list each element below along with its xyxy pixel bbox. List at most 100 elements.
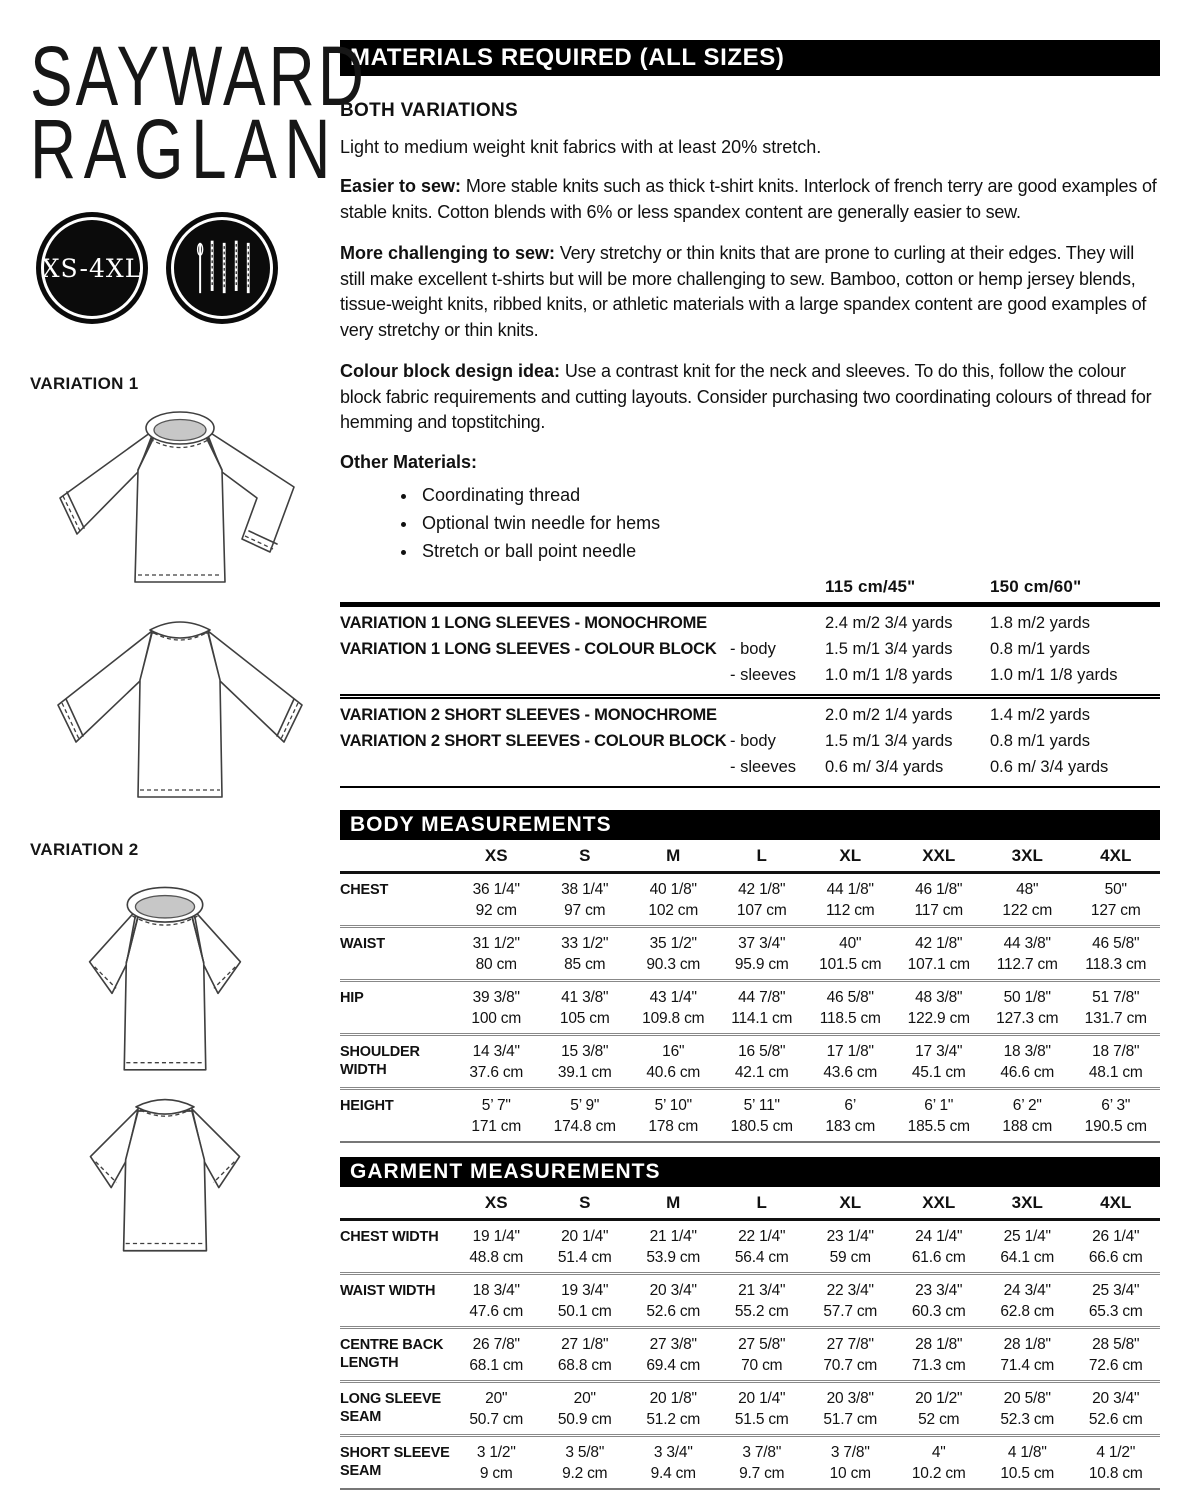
paragraph: More challenging to sew: Very stretchy o…	[340, 243, 1147, 340]
row-label: SHORT SLEEVE SEAM	[340, 1444, 450, 1479]
measure-cell: 24 1/4" 61.6 cm	[895, 1219, 984, 1273]
metric-value: 131.7 cm	[1084, 1009, 1147, 1027]
metric-value: 188 cm	[1002, 1117, 1053, 1135]
measure-cell: 48" 122 cm	[983, 872, 1072, 926]
measure-cell: 27 3/8" 69.4 cm	[629, 1327, 718, 1381]
paragraph: Colour block design idea: Use a contrast…	[340, 361, 1152, 432]
fabric-table-header: 115 cm/45" 150 cm/60"	[340, 577, 1160, 602]
imperial-value: 20 1/8"	[649, 1389, 697, 1407]
measure-cell: 5’ 11" 180.5 cm	[718, 1088, 807, 1142]
garment-measurements-table: XS S M L XL XXL 3XL 4XL CHEST WIDTH 19 1/4" 48.8 c…	[340, 1189, 1160, 1490]
imperial-value: 23 1/4"	[826, 1227, 874, 1245]
left-column: SAYWARD RAGLAN XS-4XL	[0, 0, 364, 1500]
table-header: XS S M L XL XXL 3XL 4XL	[340, 1189, 1160, 1219]
table-cell: 1.5 m/1 3/4 yards	[825, 731, 953, 750]
imperial-value: 23 3/4"	[915, 1281, 963, 1299]
imperial-value: 4"	[931, 1443, 946, 1461]
imperial-value: 27 3/8"	[649, 1335, 697, 1353]
size-header: XL	[839, 845, 862, 865]
imperial-value: 36 1/4"	[472, 880, 520, 898]
measure-cell: 27 1/8" 68.8 cm	[541, 1327, 630, 1381]
measure-cell: 4" 10.2 cm	[895, 1435, 984, 1489]
row-label: CHEST WIDTH	[340, 1228, 439, 1245]
table-row: XS S M L XL XXL 3XL 4XL	[340, 1189, 1160, 1219]
measure-cell: 6’ 1" 185.5 cm	[895, 1088, 984, 1142]
metric-value: 50.7 cm	[469, 1410, 524, 1428]
metric-value: 114.1 cm	[731, 1009, 793, 1027]
imperial-value: 3 7/8"	[830, 1443, 870, 1461]
metric-value: 52 cm	[918, 1410, 960, 1428]
measure-cell: 21 3/4" 55.2 cm	[718, 1273, 807, 1327]
imperial-value: 4 1/2"	[1096, 1443, 1136, 1461]
table-row: HIP 39 3/8" 100 cm 41 3/8" 105 cm 43 1/4" 109.…	[340, 980, 1160, 1034]
size-header: 4XL	[1100, 845, 1132, 865]
size-header: XL	[839, 1192, 862, 1212]
metric-value: 10.8 cm	[1088, 1464, 1143, 1482]
measure-cell: 46 5/8" 118.5 cm	[806, 980, 895, 1034]
measure-cell: 17 1/8" 43.6 cm	[806, 1034, 895, 1088]
metric-value: 43.6 cm	[823, 1063, 878, 1081]
table-row: VARIATION 1 LONG SLEEVES - COLOUR BLOCK -…	[340, 636, 1160, 662]
imperial-value: 6’ 2"	[1012, 1096, 1042, 1114]
table-cell: 0.6 m/ 3/4 yards	[990, 757, 1109, 776]
imperial-value: 21 1/4"	[649, 1227, 697, 1245]
imperial-value: 24 1/4"	[915, 1227, 963, 1245]
table-row: SHORT SLEEVE SEAM 3 1/2" 9 cm 3 5/8" 9.2 cm 3…	[340, 1435, 1160, 1489]
table-cell: 0.8 m/1 yards	[990, 639, 1090, 658]
measure-cell: 3 7/8" 9.7 cm	[718, 1435, 807, 1489]
table-cell: VARIATION 1 LONG SLEEVES - MONOCHROME	[340, 613, 707, 632]
measure-cell: 4 1/2" 10.8 cm	[1072, 1435, 1161, 1489]
measure-cell: 43 1/4" 109.8 cm	[629, 980, 718, 1034]
imperial-value: 16 5/8"	[738, 1042, 786, 1060]
materials-paragraphs: Easier to sew: More stable knits such as…	[340, 174, 1160, 436]
imperial-value: 28 1/8"	[1003, 1335, 1051, 1353]
imperial-value: 20"	[485, 1389, 508, 1407]
table-cell: 1.4 m/2 yards	[990, 705, 1090, 724]
other-materials-list: Coordinating threadOptional twin needle …	[340, 481, 1160, 565]
size-header: XS	[484, 845, 508, 865]
measure-cell: 42 1/8" 107 cm	[718, 872, 807, 926]
measure-cell: 39 3/8" 100 cm	[452, 980, 541, 1034]
table-row: WAIST WIDTH 18 3/4" 47.6 cm 19 3/4" 50.1 cm 2…	[340, 1273, 1160, 1327]
size-header: 4XL	[1100, 1192, 1132, 1212]
measure-cell: 17 3/4" 45.1 cm	[895, 1034, 984, 1088]
imperial-value: 20 3/4"	[1092, 1389, 1140, 1407]
measure-cell: 50" 127 cm	[1072, 872, 1161, 926]
imperial-value: 5’ 7"	[481, 1096, 511, 1114]
measure-cell: 20 1/4" 51.4 cm	[541, 1219, 630, 1273]
measure-cell: 3 5/8" 9.2 cm	[541, 1435, 630, 1489]
measure-cell: 20 5/8" 52.3 cm	[983, 1381, 1072, 1435]
table-cell	[340, 754, 730, 780]
measure-cell: 22 3/4" 57.7 cm	[806, 1273, 895, 1327]
table-row: VARIATION 2 SHORT SLEEVES - COLOUR BLOCK…	[340, 728, 1160, 754]
variation1-back-illustration	[57, 621, 303, 798]
metric-value: 174.8 cm	[553, 1117, 616, 1135]
metric-value: 9 cm	[479, 1464, 513, 1482]
imperial-value: 33 1/2"	[561, 934, 609, 952]
size-header: M	[666, 845, 681, 865]
measure-cell: 6’ 3" 190.5 cm	[1072, 1088, 1161, 1142]
imperial-value: 35 1/2"	[649, 934, 697, 952]
imperial-value: 44 3/8"	[1003, 934, 1051, 952]
metric-value: 118.3 cm	[1085, 955, 1147, 973]
variation1-label: VARIATION 1	[30, 374, 139, 393]
measure-cell: 40 1/8" 102 cm	[629, 872, 718, 926]
size-header: 3XL	[1011, 1192, 1043, 1212]
measure-cell: 20" 50.7 cm	[452, 1381, 541, 1435]
metric-value: 50.1 cm	[557, 1302, 612, 1320]
metric-value: 107.1 cm	[907, 955, 970, 973]
metric-value: 109.8 cm	[642, 1009, 705, 1027]
metric-value: 127.3 cm	[996, 1009, 1059, 1027]
metric-value: 68.1 cm	[469, 1356, 524, 1374]
measure-cell: 3 3/4" 9.4 cm	[629, 1435, 718, 1489]
metric-value: 112 cm	[826, 901, 875, 919]
imperial-value: 16"	[662, 1042, 685, 1060]
measure-cell: 46 5/8" 118.3 cm	[1072, 926, 1161, 980]
measure-cell: 6’ 183 cm	[806, 1088, 895, 1142]
page-title: SAYWARD RAGLAN	[30, 34, 364, 191]
measure-cell: 3 1/2" 9 cm	[452, 1435, 541, 1489]
imperial-value: 4 1/8"	[1007, 1443, 1047, 1461]
metric-value: 52.6 cm	[646, 1302, 701, 1320]
metric-value: 56.4 cm	[734, 1248, 789, 1266]
row-label: SHOULDER WIDTH	[340, 1043, 420, 1078]
